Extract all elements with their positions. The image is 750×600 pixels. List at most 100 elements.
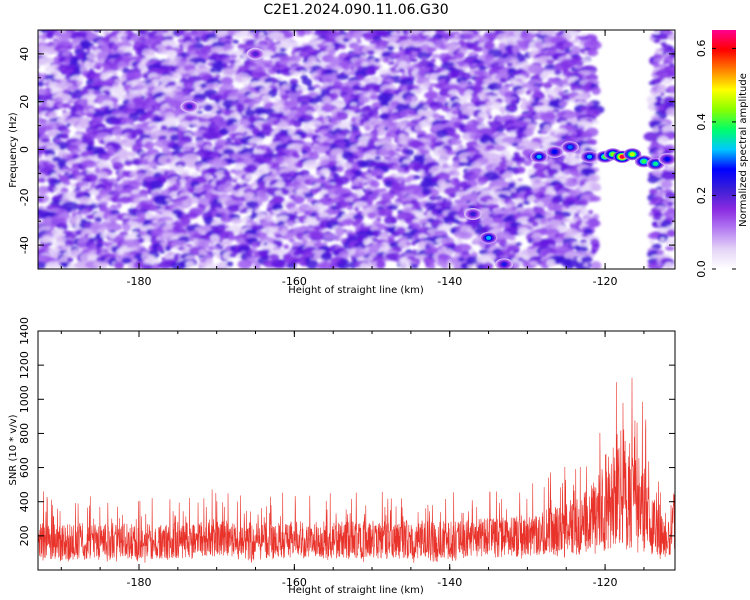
spectrogram-cell [232, 39, 239, 44]
spectrogram-cell [132, 96, 144, 105]
spectrogram-cell [386, 45, 395, 51]
spectrogram-cell [138, 159, 149, 166]
spectrogram-cell [261, 95, 272, 101]
spectrogram-cell [210, 110, 217, 115]
spectrogram-cell [84, 60, 91, 68]
spectrogram-cell [445, 94, 452, 98]
spectrogram-cell [358, 96, 370, 104]
spectrogram-cell [487, 115, 493, 120]
spectrogram-cell [96, 39, 104, 46]
spectrogram-cell [376, 196, 382, 200]
spectrogram-cell [53, 187, 59, 192]
spectrogram-cell [254, 137, 260, 142]
spectrogram-cell [477, 175, 489, 184]
spectrogram-cell [113, 166, 120, 170]
spectrogram-cell [377, 130, 385, 137]
spectrogram-cell [516, 161, 522, 167]
spectrogram-cell [342, 38, 350, 43]
spectrogram-cell [287, 128, 296, 136]
spectrogram-cell [502, 181, 510, 189]
spectrogram-cell [430, 106, 437, 113]
spectrogram-cell [511, 142, 519, 147]
spectrogram-cell [204, 173, 212, 179]
spectrogram-cell [368, 86, 374, 90]
spectrogram-cell [551, 197, 561, 205]
spectrogram-cell [411, 96, 417, 101]
spectrogram-cell [93, 90, 100, 96]
spectrogram-cell [212, 174, 218, 180]
spectrogram-cell [457, 60, 465, 67]
spectrogram-cell [587, 173, 600, 183]
spectrogram-cell [543, 82, 553, 89]
spectrogram-cell [656, 33, 670, 40]
spectrogram-cell [119, 158, 127, 162]
spectrogram-cell [516, 89, 525, 95]
spectrogram-cell [301, 132, 307, 139]
spectrogram-cell [130, 203, 135, 208]
spectrogram-cell [247, 116, 257, 124]
spectrogram-cell [354, 206, 360, 212]
spectrogram-cell [419, 169, 425, 176]
spectrogram-cell [182, 200, 190, 207]
spectrogram-cell [346, 221, 352, 226]
spectrogram-cell [292, 120, 302, 128]
spectrogram-cell [197, 229, 206, 234]
spectrogram-cell [279, 172, 292, 180]
spectrogram-cell [322, 96, 332, 104]
spectrogram-cell [283, 106, 291, 111]
spectrogram-cell [306, 128, 315, 133]
spectrogram-cell [291, 134, 301, 140]
spectrogram-cell [481, 83, 487, 88]
spectrogram-cell [281, 188, 290, 196]
spectrogram-cell [46, 242, 53, 246]
spectrogram-cell [184, 83, 194, 89]
spectrogram-cell [533, 114, 538, 119]
spectrogram-cell [364, 105, 372, 111]
spectrogram-cell [454, 52, 465, 60]
spectrogram-cell [61, 71, 66, 76]
spectrogram-cell [196, 110, 203, 114]
spectrogram-cell [463, 67, 468, 72]
spectrogram-cell [419, 149, 430, 156]
spectrogram-cell [375, 66, 380, 70]
spectrogram-cell [450, 138, 463, 146]
spectrogram-cell [374, 58, 380, 63]
spectrogram-cell [144, 166, 152, 171]
spectrogram-cell [435, 129, 449, 139]
spectrogram-cell [100, 58, 105, 63]
spectrogram-cell [106, 86, 111, 91]
spectrogram-cell [341, 151, 354, 160]
spectrogram-cell [653, 62, 660, 69]
spectrogram-cell [499, 201, 505, 206]
spectrogram-cell [228, 253, 237, 258]
spectrogram-cell [472, 46, 484, 52]
spectrogram-cell [491, 197, 500, 204]
spectrogram-cell [417, 229, 422, 234]
spectrogram-cell [129, 40, 135, 44]
spectrogram-cell [507, 106, 516, 111]
spectrogram-cell [562, 84, 568, 88]
spectrogram-cell [525, 89, 532, 95]
spectrogram-cell [333, 46, 339, 51]
spectrogram-cell [50, 223, 57, 228]
spectrogram-cell [280, 249, 287, 254]
spectrogram-cell [395, 148, 402, 152]
spectrogram-cell [451, 182, 458, 186]
spectrogram-cell [643, 131, 662, 142]
spectrogram-cell [79, 196, 92, 205]
spectrogram-cell [221, 68, 238, 76]
spectrogram-cell [554, 69, 562, 76]
spectrogram-cell [666, 85, 675, 94]
spectrogram-cell [466, 200, 471, 204]
spectrogram-cell [534, 96, 540, 103]
spectrogram-cell [419, 84, 428, 92]
spectrogram-cell [380, 150, 389, 157]
spectrogram-cell [314, 79, 319, 84]
spectrogram-cell [462, 47, 468, 51]
spectrogram-cell [464, 89, 474, 100]
spectrogram-cell [409, 101, 418, 108]
spectrogram-cell [130, 133, 138, 139]
spectrogram-cell [96, 66, 102, 70]
